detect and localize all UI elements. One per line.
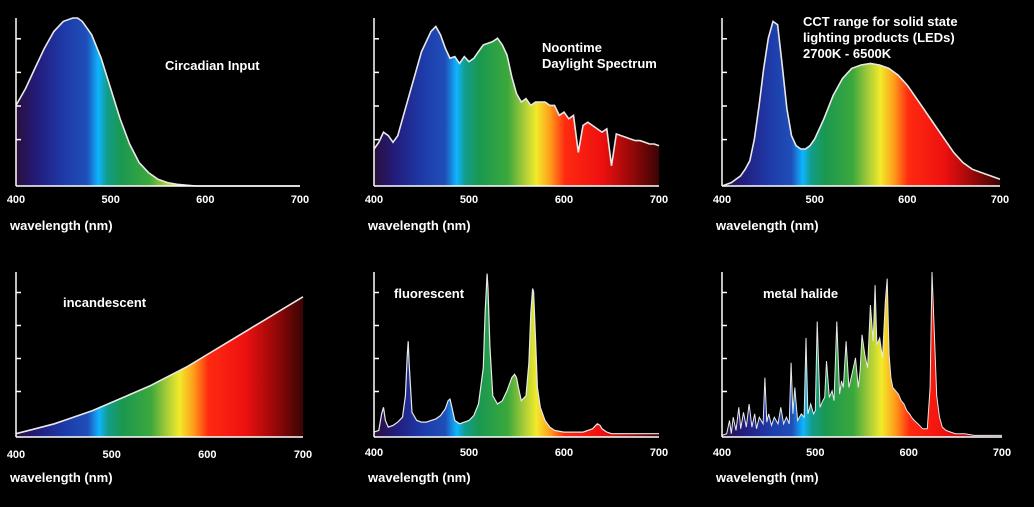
x-axis-label: wavelength (nm) (9, 218, 113, 233)
chart-title-line: fluorescent (394, 286, 465, 301)
x-tick-label: 700 (650, 447, 668, 459)
chart-panel-6: 400 500 600 700 wavelength (nm) metal ha… (713, 270, 1011, 485)
chart-panel-4: 400 500 600 700 wavelength (nm) incandes… (7, 270, 312, 485)
x-axis-label: wavelength (nm) (9, 470, 113, 485)
chart-title-line: Circadian Input (165, 58, 260, 73)
y-ticks (374, 38, 379, 141)
x-tick-label: 500 (805, 194, 823, 206)
chart-title-line: metal halide (763, 286, 838, 301)
x-tick-label: 700 (650, 194, 668, 206)
spectrum-curve (15, 296, 304, 435)
mask-above-curve (722, 270, 1002, 436)
x-tick-label: 500 (101, 194, 119, 206)
y-ticks (722, 38, 727, 141)
y-ticks (16, 291, 21, 393)
spectrum-curve (721, 20, 1001, 187)
x-tick-label: 500 (460, 447, 478, 459)
x-tick-label: 600 (898, 194, 916, 206)
chart-panel-5: 400 500 600 700 wavelength (nm) fluoresc… (365, 270, 668, 485)
chart-panel-1: 400 500 600 700 wavelength (nm) Circadia… (7, 16, 309, 233)
x-tick-label: 500 (102, 449, 120, 461)
chart-title-line: incandescent (63, 295, 147, 310)
spectrum-curve (373, 273, 659, 435)
y-ticks (722, 291, 727, 393)
x-tick-label: 500 (806, 447, 824, 459)
x-tick-label: 700 (991, 194, 1009, 206)
y-ticks (16, 38, 21, 141)
x-tick-label: 700 (993, 447, 1011, 459)
x-tick-label: 600 (198, 449, 216, 461)
x-tick-label: 400 (365, 194, 383, 206)
x-tick-label: 400 (7, 449, 25, 461)
chart-title-line: 2700K - 6500K (803, 46, 892, 61)
x-tick-label: 600 (555, 447, 573, 459)
mask-above-curve (16, 270, 303, 434)
x-tick-label: 500 (460, 194, 478, 206)
x-axis-label: wavelength (nm) (715, 470, 819, 485)
mask-above-curve (722, 16, 1000, 186)
mask-above-curve (374, 270, 659, 434)
x-tick-label: 600 (899, 447, 917, 459)
x-axis-label: wavelength (nm) (367, 218, 471, 233)
y-ticks (374, 291, 379, 393)
spectrum-curve (373, 25, 660, 166)
x-tick-label: 600 (555, 194, 573, 206)
chart-title-line: Noontime (542, 40, 602, 55)
x-tick-label: 600 (196, 194, 214, 206)
x-tick-label: 700 (294, 449, 312, 461)
chart-panel-3: 400 500 600 700 wavelength (nm) CCT rang… (713, 14, 1009, 233)
mask-above-curve (16, 16, 300, 186)
chart-panel-2: 400 500 600 700 wavelength (nm) Noontime… (365, 16, 668, 233)
x-tick-label: 400 (7, 194, 25, 206)
chart-title-line: CCT range for solid state (803, 14, 958, 29)
x-tick-label: 400 (713, 194, 731, 206)
x-axis-label: wavelength (nm) (367, 470, 471, 485)
chart-title-line: Daylight Spectrum (542, 56, 657, 71)
spectrum-curve (721, 271, 1002, 436)
x-tick-label: 700 (291, 194, 309, 206)
x-tick-label: 400 (713, 447, 731, 459)
x-tick-label: 400 (365, 447, 383, 459)
x-axis-label: wavelength (nm) (715, 218, 819, 233)
chart-title-line: lighting products (LEDs) (803, 30, 955, 45)
